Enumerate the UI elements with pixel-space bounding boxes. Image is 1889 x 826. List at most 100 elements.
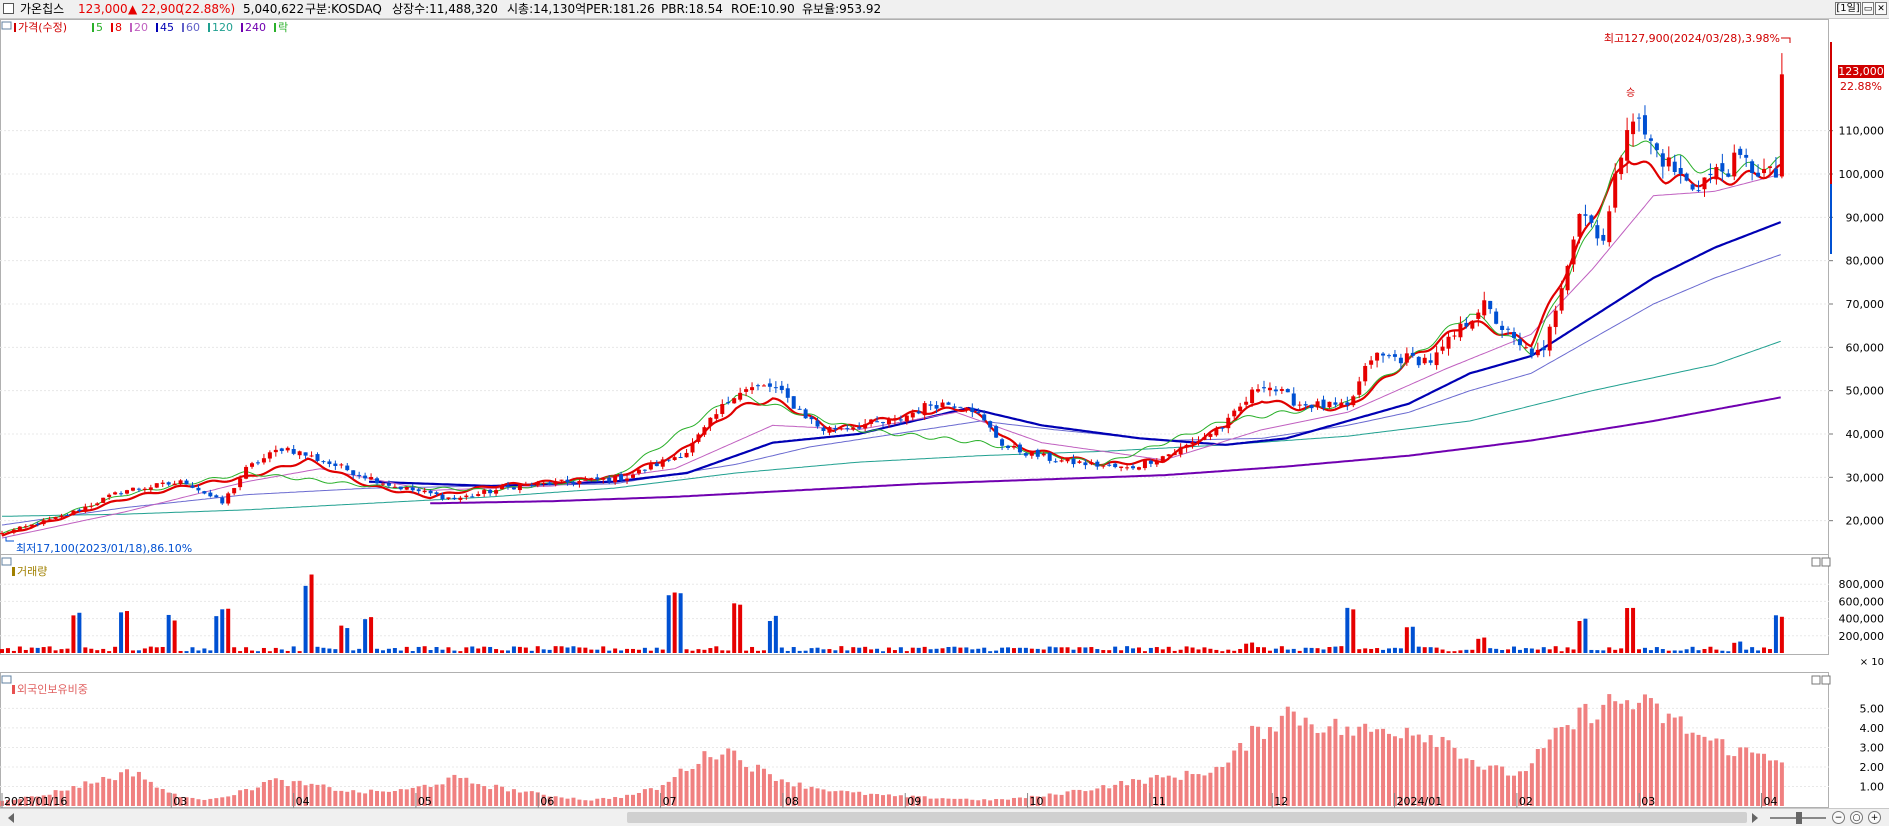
candle-body — [940, 402, 945, 408]
foreign-bar — [208, 798, 213, 806]
candle-body — [869, 419, 874, 424]
foreign-bar — [357, 792, 362, 806]
candle-body — [375, 478, 380, 484]
select-checkbox[interactable] — [3, 3, 14, 14]
date-label-6: 08 — [785, 795, 799, 808]
candle-body — [244, 466, 249, 479]
foreign-bar — [321, 784, 326, 806]
foreign-bar — [833, 791, 838, 806]
candle-body — [684, 452, 689, 458]
foreign-bar — [1750, 752, 1755, 806]
volume-bar — [1779, 616, 1784, 653]
foreign-bar — [1071, 789, 1076, 806]
candle-body — [1357, 381, 1362, 395]
price-panel-menu-icon[interactable] — [1, 21, 12, 30]
foreign-bar — [1648, 698, 1653, 806]
zoom-reset-icon[interactable]: ○ — [1850, 811, 1863, 824]
foreign-maximize-icon[interactable] — [1811, 675, 1821, 685]
volume-bar — [756, 650, 761, 653]
candle-body — [1744, 154, 1749, 158]
legend-label-8: 락 — [278, 21, 288, 34]
foreign-bar — [767, 774, 772, 806]
volume-bar — [434, 647, 439, 653]
volume-bar — [714, 646, 719, 653]
candle-body — [345, 465, 350, 471]
foreign-bar — [1261, 738, 1266, 806]
foreign-bar — [589, 800, 594, 806]
volume-bar — [178, 650, 183, 653]
foreign-bar — [1095, 788, 1100, 806]
candle-body — [672, 457, 677, 460]
chart-area[interactable]: 가격(수정) 5 8 20 45 60 120 240 락 20,000 30,000 40,000… — [0, 19, 1889, 808]
zoom-slider-handle[interactable] — [1796, 812, 1802, 824]
ma-line-240 — [430, 396, 1781, 505]
volume-bar — [1297, 650, 1302, 653]
foreign-bar — [1529, 763, 1534, 806]
volume-bar — [1494, 648, 1499, 653]
candle-body — [321, 461, 326, 463]
volume-bar — [1523, 648, 1528, 653]
foreign-bar — [625, 794, 630, 806]
price-tick-label-2: 40,000 — [1846, 428, 1885, 441]
foreign-bar — [666, 781, 671, 806]
volume-bar — [779, 647, 784, 653]
foreign-bar — [1226, 762, 1231, 806]
foreign-bar — [1619, 703, 1624, 806]
volume-bar — [1119, 650, 1124, 653]
volume-bar — [964, 647, 969, 653]
minimize-icon[interactable]: ▭ — [1862, 2, 1874, 15]
market-readout: 구분:KOSDAQ — [305, 2, 382, 16]
candle-body — [494, 490, 499, 494]
scrollbar-thumb[interactable] — [627, 812, 1747, 823]
candle-body — [839, 428, 844, 430]
foreign-panel-menu-icon[interactable] — [1, 675, 12, 684]
candle-body — [964, 407, 969, 410]
foreign-bar — [773, 780, 778, 806]
volume-close-icon[interactable] — [1821, 557, 1831, 567]
foreign-bar — [369, 789, 374, 806]
candle-body — [65, 514, 70, 516]
volume-bar — [1071, 649, 1076, 653]
foreign-close-icon[interactable] — [1821, 675, 1831, 685]
candle-body — [1291, 393, 1296, 406]
foreign-bar — [1434, 746, 1439, 806]
candle-body — [297, 451, 302, 456]
foreign-bar — [541, 794, 546, 806]
candle-body — [291, 449, 296, 454]
period-button[interactable]: [1일] — [1835, 2, 1861, 15]
volume-bar — [1035, 648, 1040, 653]
volume-maximize-icon[interactable] — [1811, 557, 1821, 567]
volume-panel-menu-icon[interactable] — [1, 557, 12, 566]
candle-body — [1619, 157, 1624, 175]
volume-bar — [773, 615, 778, 653]
horizontal-scrollbar[interactable]: − ○ + — [0, 808, 1889, 826]
foreign-bar — [35, 796, 40, 806]
candle-body — [17, 526, 22, 531]
zoom-in-icon[interactable]: + — [1868, 811, 1881, 824]
mktcap-readout: 시총:14,130억 — [507, 2, 587, 16]
foreign-bar — [1541, 748, 1546, 806]
close-icon[interactable]: ✕ — [1875, 2, 1887, 15]
candle-body — [1708, 173, 1713, 176]
candle-body — [470, 496, 475, 498]
candle-body — [1035, 449, 1040, 457]
candle-body — [1678, 168, 1683, 174]
volume-bar — [1214, 649, 1219, 653]
scroll-left-icon[interactable] — [8, 813, 14, 823]
foreign-bar — [1422, 742, 1427, 806]
zoom-out-icon[interactable]: − — [1832, 811, 1845, 824]
foreign-bar — [1583, 703, 1588, 806]
volume-bar — [238, 651, 243, 653]
volume-bar — [833, 650, 838, 653]
foreign-bar — [428, 786, 433, 806]
candle-body — [881, 422, 886, 424]
volume-bar — [196, 650, 201, 653]
volume-bar — [791, 647, 796, 653]
scroll-right-icon[interactable] — [1752, 813, 1758, 823]
candle-body — [1666, 157, 1671, 167]
foreign-bar — [779, 779, 784, 806]
foreign-bar — [458, 777, 463, 806]
volume-bar — [404, 646, 409, 653]
volume-bar — [1398, 648, 1403, 653]
volume-bar — [559, 646, 564, 653]
